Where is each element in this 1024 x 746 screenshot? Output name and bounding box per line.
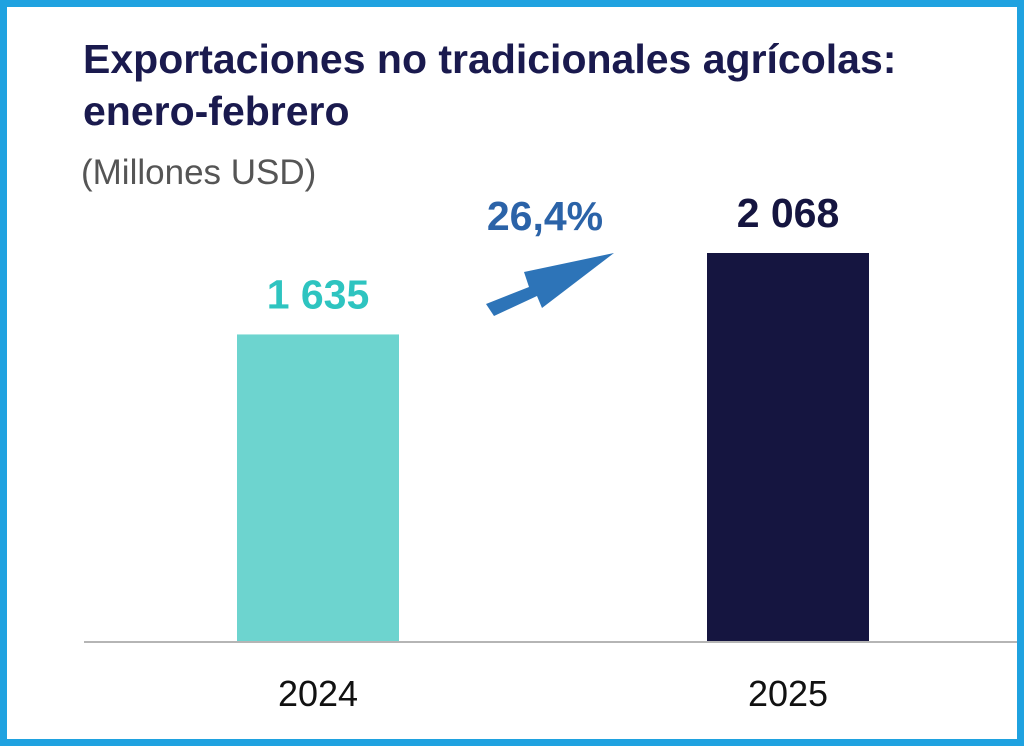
value-label-2025: 2 068 — [737, 190, 840, 236]
chart-subtitle: (Millones USD) — [81, 153, 317, 192]
growth-arrow-icon — [486, 253, 614, 316]
bar-2024 — [237, 334, 399, 642]
x-tick-label-2025: 2025 — [748, 673, 828, 714]
growth-annotation: 26,4% — [486, 193, 614, 316]
x-tick-label-2024: 2024 — [278, 673, 358, 714]
value-label-2024: 1 635 — [267, 271, 370, 317]
growth-label: 26,4% — [487, 193, 603, 239]
bar-2025 — [707, 253, 869, 642]
chart-title: Exportaciones no tradicionales agrícolas… — [83, 36, 897, 134]
